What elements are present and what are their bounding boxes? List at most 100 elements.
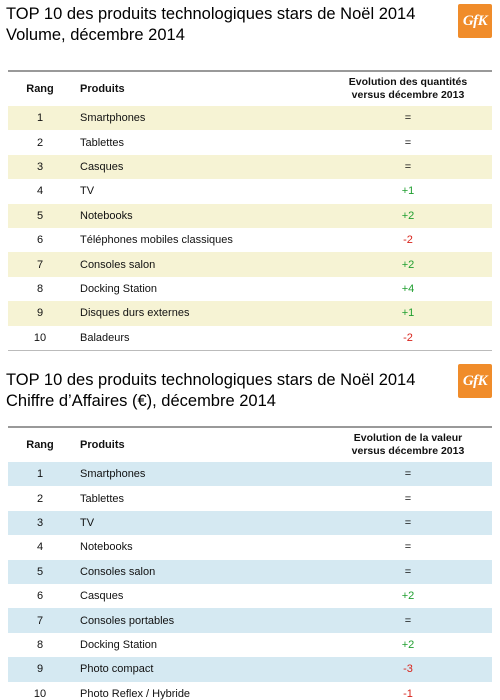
rank-cell: 9	[36, 307, 44, 320]
product-cell: TV	[80, 516, 95, 529]
table-row: 8 Docking Station +2	[8, 633, 492, 657]
evolution-cell: -2	[403, 331, 413, 344]
revenue-title-line1: TOP 10 des produits technologiques stars…	[6, 371, 416, 389]
evolution-cell: -1	[403, 687, 413, 700]
table-row: 10 Baladeurs -2	[8, 326, 492, 350]
evolution-cell: =	[404, 468, 412, 481]
rank-cell: 8	[36, 638, 44, 651]
rank-cell: 6	[36, 590, 44, 603]
header-evolution-line2: versus décembre 2013	[351, 445, 465, 457]
volume-table: Rang Produits Evolution des quantités ve…	[8, 70, 492, 351]
revenue-title-line2: Chiffre d’Affaires (€), décembre 2014	[6, 392, 276, 410]
evolution-cell: +4	[401, 282, 415, 295]
volume-section: TOP 10 des produits technologiques stars…	[6, 4, 492, 351]
header-rank: Rang	[26, 439, 54, 451]
gfk-logo-icon: GfK	[458, 4, 492, 38]
evolution-cell: =	[404, 160, 412, 173]
product-cell: Consoles salon	[80, 565, 156, 578]
evolution-cell: -2	[403, 234, 413, 247]
table-row: 5 Notebooks +2	[8, 203, 492, 228]
rank-cell: 1	[36, 468, 44, 481]
table-row: 3 Casques =	[8, 154, 492, 180]
table-row: 8 Docking Station +4	[8, 277, 492, 301]
rank-cell: 4	[36, 185, 44, 198]
evolution-cell: =	[404, 565, 412, 578]
evolution-cell: -3	[403, 663, 413, 676]
table-row: 1 Smartphones =	[8, 462, 492, 487]
header-evolution: Evolution de la valeur versus décembre 2…	[324, 432, 492, 458]
rank-cell: 1	[36, 112, 44, 125]
evolution-cell: +1	[401, 307, 415, 320]
table-row: 2 Tablettes =	[8, 130, 492, 154]
table-row: 2 Tablettes =	[8, 486, 492, 510]
table-body: 1 Smartphones = 2 Tablettes = 3 TV = 4 Notebooks = 5…	[8, 462, 492, 700]
evolution-cell: =	[404, 492, 412, 505]
table-row: 9 Photo compact -3	[8, 657, 492, 682]
gfk-logo-icon: GfK	[458, 364, 492, 398]
rank-cell: 5	[36, 209, 44, 222]
table-row: 3 TV =	[8, 510, 492, 536]
rank-cell: 2	[36, 136, 44, 149]
product-cell: Casques	[80, 590, 124, 603]
volume-title: TOP 10 des produits technologiques stars…	[6, 4, 415, 46]
rank-cell: 5	[36, 565, 44, 578]
product-cell: Photo compact	[80, 663, 154, 676]
table-row: 7 Consoles salon +2	[8, 252, 492, 277]
product-cell: Tablettes	[80, 492, 125, 505]
product-cell: Notebooks	[80, 541, 133, 554]
header-evolution: Evolution des quantités versus décembre …	[324, 76, 492, 102]
product-cell: TV	[80, 185, 95, 198]
table-row: 9 Disques durs externes +1	[8, 301, 492, 326]
table-row: 4 Notebooks =	[8, 535, 492, 559]
table-row: 4 TV +1	[8, 179, 492, 203]
rank-cell: 7	[36, 614, 44, 627]
product-cell: Tablettes	[80, 136, 125, 149]
product-cell: Disques durs externes	[80, 307, 190, 320]
evolution-cell: +1	[401, 185, 415, 198]
volume-title-line1: TOP 10 des produits technologiques stars…	[6, 5, 416, 23]
evolution-cell: +2	[401, 209, 415, 222]
evolution-cell: =	[404, 136, 412, 149]
evolution-cell: +2	[401, 638, 415, 651]
rank-cell: 2	[36, 492, 44, 505]
evolution-cell: =	[404, 112, 412, 125]
revenue-section: TOP 10 des produits technologiques stars…	[0, 360, 500, 700]
evolution-cell: =	[404, 516, 412, 529]
product-cell: Téléphones mobiles classiques	[80, 234, 233, 247]
table-row: 7 Consoles portables =	[8, 608, 492, 633]
revenue-table: Rang Produits Evolution de la valeur ver…	[8, 426, 492, 700]
table-body: 1 Smartphones = 2 Tablettes = 3 Casques = 4 TV +1 5 N…	[8, 106, 492, 350]
product-cell: Notebooks	[80, 209, 133, 222]
table-header: Rang Produits Evolution des quantités ve…	[8, 72, 492, 106]
product-cell: Consoles portables	[80, 614, 175, 627]
rank-cell: 7	[36, 258, 44, 271]
rank-cell: 3	[36, 160, 44, 173]
header-product: Produits	[80, 83, 125, 95]
header-evolution-line1: Evolution de la valeur	[353, 432, 463, 444]
table-row: 6 Casques +2	[8, 584, 492, 608]
table-row: 6 Téléphones mobiles classiques -2	[8, 228, 492, 252]
rank-cell: 10	[33, 687, 47, 700]
table-row: 5 Consoles salon =	[8, 559, 492, 584]
header-evolution-line2: versus décembre 2013	[351, 89, 465, 101]
volume-title-line2: Volume, décembre 2014	[6, 26, 185, 44]
product-cell: Photo Reflex / Hybride	[80, 687, 191, 700]
product-cell: Docking Station	[80, 638, 158, 651]
header-evolution-line1: Evolution des quantités	[348, 76, 468, 88]
evolution-cell: +2	[401, 258, 415, 271]
product-cell: Smartphones	[80, 468, 146, 481]
evolution-cell: =	[404, 541, 412, 554]
product-cell: Baladeurs	[80, 331, 130, 344]
rank-cell: 3	[36, 516, 44, 529]
product-cell: Docking Station	[80, 282, 158, 295]
table-header: Rang Produits Evolution de la valeur ver…	[8, 428, 492, 462]
rank-cell: 10	[33, 331, 47, 344]
revenue-title: TOP 10 des produits technologiques stars…	[6, 370, 415, 412]
product-cell: Smartphones	[80, 112, 146, 125]
rank-cell: 4	[36, 541, 44, 554]
product-cell: Consoles salon	[80, 258, 156, 271]
table-row: 10 Photo Reflex / Hybride -1	[8, 682, 492, 700]
header-rank: Rang	[26, 83, 54, 95]
rank-cell: 6	[36, 234, 44, 247]
evolution-cell: =	[404, 614, 412, 627]
